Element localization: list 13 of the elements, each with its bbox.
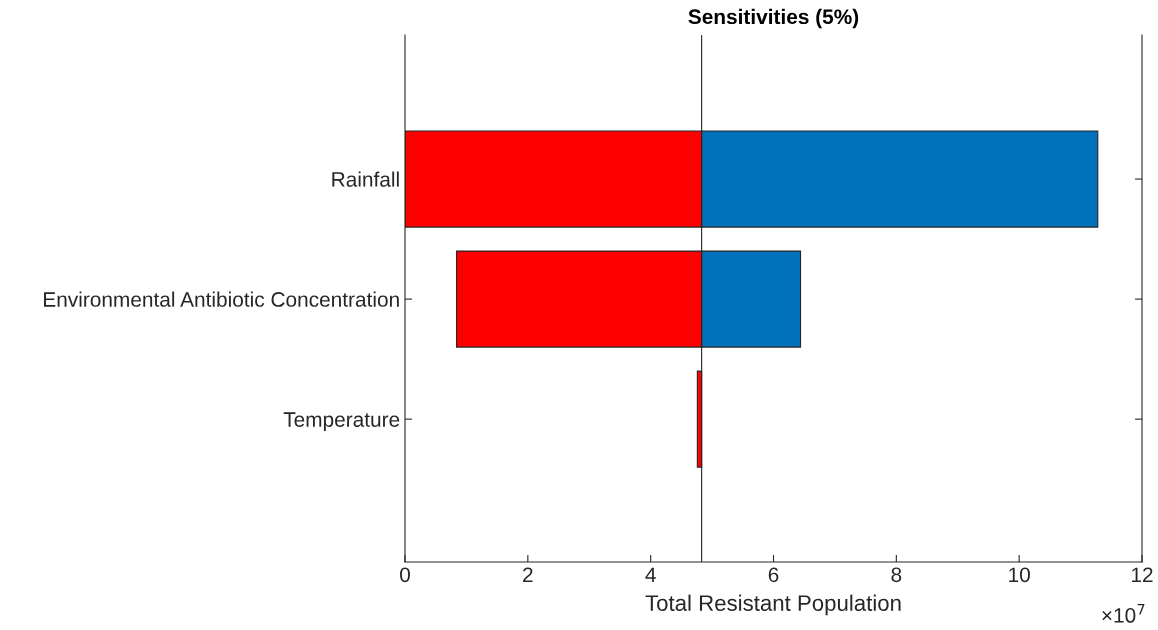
y-tick-label: Rainfall xyxy=(332,171,399,187)
x-tick-label: 8 xyxy=(891,567,902,583)
text: ×10$^{7}$ xyxy=(1102,603,1145,623)
y-tick-label: Environmental Antibiotic Concentration xyxy=(44,291,399,307)
x-tick-label: 12 xyxy=(1132,567,1153,582)
x-tick-label: 2 xyxy=(523,567,533,582)
y-tick-label: Temperature xyxy=(283,412,400,432)
x-axis-title: Total Resistant Population xyxy=(645,594,901,616)
x-tick-label: 10 xyxy=(1009,567,1030,583)
x-tick-label: 0 xyxy=(400,567,410,583)
chart-title: Sensitivities (5%) xyxy=(688,8,859,29)
x-tick-label: 4 xyxy=(645,567,656,582)
x-tick-label: 6 xyxy=(768,567,779,583)
